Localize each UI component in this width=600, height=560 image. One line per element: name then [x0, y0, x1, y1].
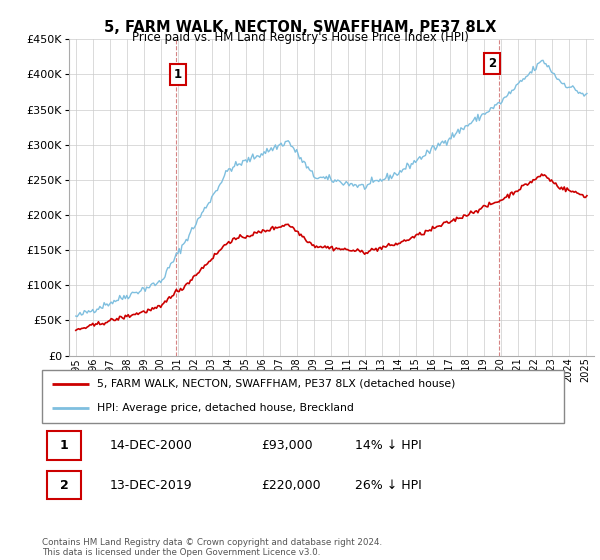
Text: £220,000: £220,000 — [261, 479, 321, 492]
Text: 1: 1 — [60, 439, 68, 452]
FancyBboxPatch shape — [47, 431, 81, 460]
Text: 26% ↓ HPI: 26% ↓ HPI — [355, 479, 422, 492]
Text: 1: 1 — [173, 68, 182, 81]
Text: HPI: Average price, detached house, Breckland: HPI: Average price, detached house, Brec… — [97, 403, 353, 413]
Text: £93,000: £93,000 — [261, 439, 313, 452]
Text: Contains HM Land Registry data © Crown copyright and database right 2024.
This d: Contains HM Land Registry data © Crown c… — [42, 538, 382, 557]
Text: 2: 2 — [488, 57, 496, 71]
FancyBboxPatch shape — [47, 471, 81, 500]
Text: 14-DEC-2000: 14-DEC-2000 — [110, 439, 193, 452]
Text: Price paid vs. HM Land Registry's House Price Index (HPI): Price paid vs. HM Land Registry's House … — [131, 31, 469, 44]
Text: 14% ↓ HPI: 14% ↓ HPI — [355, 439, 422, 452]
Text: 5, FARM WALK, NECTON, SWAFFHAM, PE37 8LX: 5, FARM WALK, NECTON, SWAFFHAM, PE37 8LX — [104, 20, 496, 35]
Text: 13-DEC-2019: 13-DEC-2019 — [110, 479, 193, 492]
FancyBboxPatch shape — [42, 370, 564, 423]
Text: 5, FARM WALK, NECTON, SWAFFHAM, PE37 8LX (detached house): 5, FARM WALK, NECTON, SWAFFHAM, PE37 8LX… — [97, 379, 455, 389]
Text: 2: 2 — [60, 479, 68, 492]
